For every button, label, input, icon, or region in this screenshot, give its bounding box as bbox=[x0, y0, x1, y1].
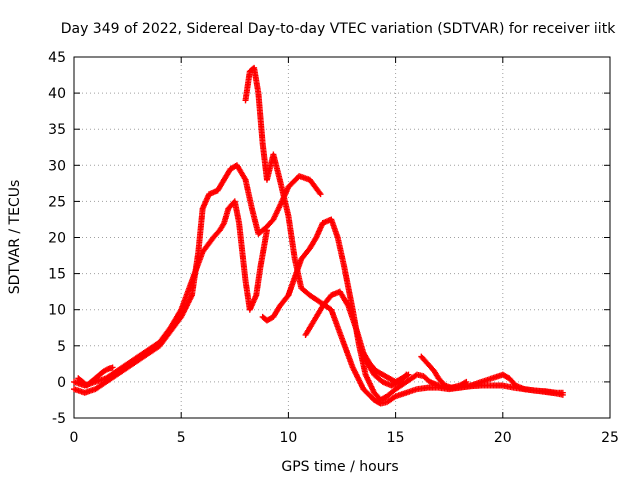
data-point bbox=[109, 364, 116, 371]
x-tick-label: 20 bbox=[494, 430, 512, 446]
x-tick-label: 10 bbox=[279, 430, 297, 446]
y-axis-label: SDTVAR / TECUs bbox=[7, 180, 23, 295]
y-tick-label: 40 bbox=[48, 86, 66, 102]
data-point bbox=[317, 191, 324, 198]
y-axis-ticks: -5 0 5 10 15 20 25 30 35 40 45 bbox=[48, 50, 610, 427]
y-tick-label: 5 bbox=[57, 339, 66, 355]
y-tick-label: 10 bbox=[48, 303, 66, 319]
data-point bbox=[405, 371, 412, 378]
series-track-4 bbox=[259, 216, 566, 403]
chart-title: Day 349 of 2022, Sidereal Day-to-day VTE… bbox=[61, 21, 616, 37]
y-tick-label: 45 bbox=[48, 50, 66, 66]
series-track-7 bbox=[418, 353, 470, 391]
grid-lines bbox=[74, 57, 610, 418]
y-tick-label: 0 bbox=[57, 375, 66, 391]
x-axis-label: GPS time / hours bbox=[281, 459, 398, 475]
data-point bbox=[263, 227, 270, 234]
x-tick-label: 25 bbox=[601, 430, 619, 446]
x-tick-label: 0 bbox=[70, 430, 79, 446]
x-axis-ticks: 0 5 10 15 20 25 bbox=[70, 57, 619, 446]
y-tick-label: -5 bbox=[52, 411, 66, 427]
y-tick-label: 25 bbox=[48, 194, 66, 210]
data-point bbox=[404, 372, 411, 379]
x-tick-label: 5 bbox=[177, 430, 186, 446]
data-point bbox=[463, 378, 470, 385]
data-points bbox=[71, 64, 566, 407]
y-tick-label: 35 bbox=[48, 122, 66, 138]
data-point bbox=[559, 391, 566, 398]
y-tick-label: 30 bbox=[48, 158, 66, 174]
series-track-2 bbox=[71, 198, 270, 389]
data-point bbox=[462, 379, 469, 386]
x-tick-label: 15 bbox=[387, 430, 405, 446]
y-tick-label: 15 bbox=[48, 267, 66, 283]
series-track-8 bbox=[75, 364, 116, 389]
series-track-6 bbox=[360, 350, 412, 385]
y-tick-label: 20 bbox=[48, 231, 66, 247]
series-track-3 bbox=[242, 64, 566, 407]
